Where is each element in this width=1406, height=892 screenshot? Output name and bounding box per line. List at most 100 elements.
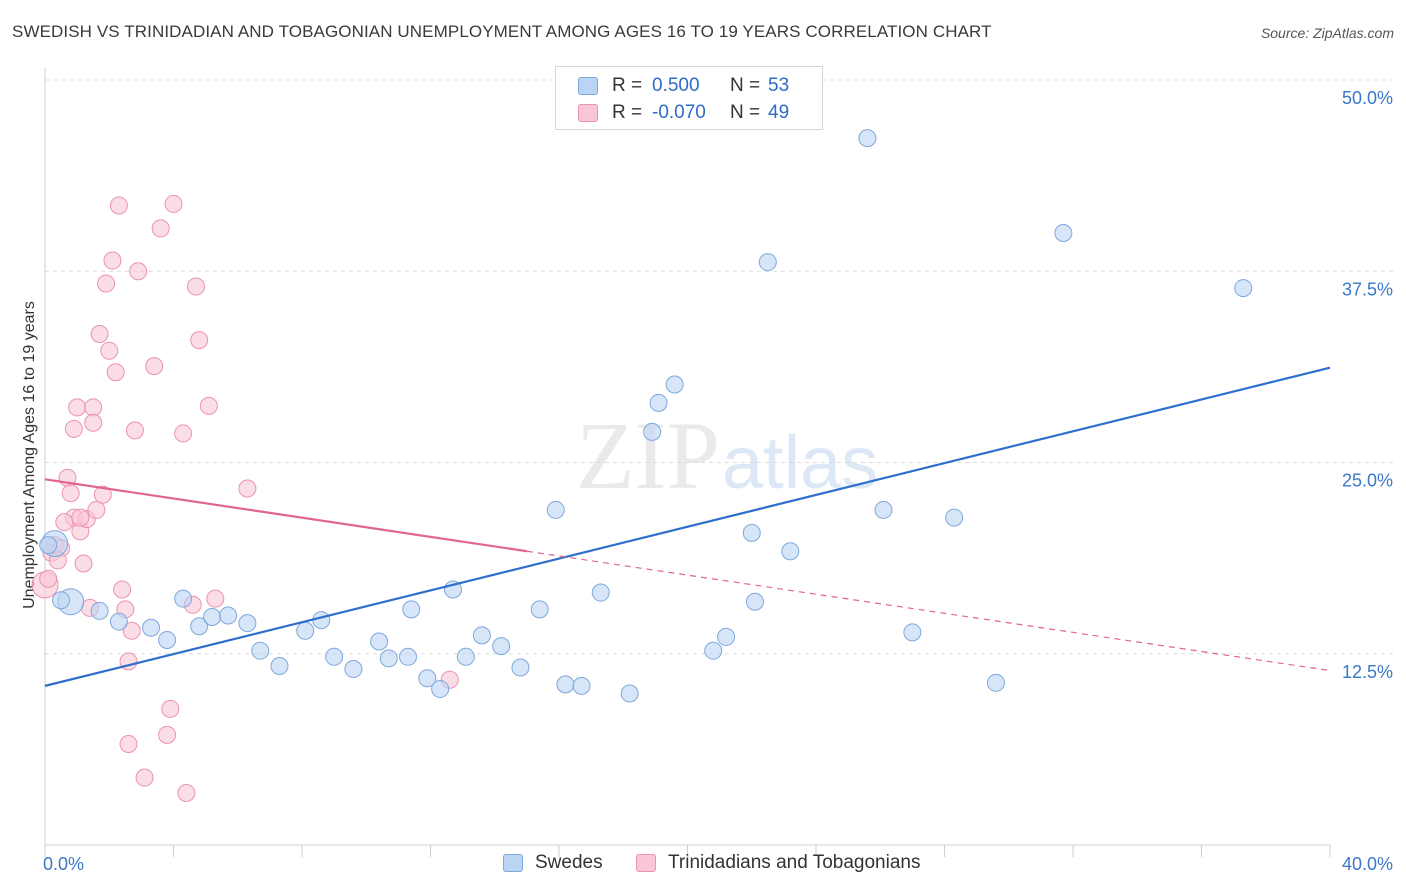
trini-point	[135, 768, 154, 787]
trini-swatch-icon	[578, 104, 598, 122]
legend-row-trini: R = -0.070 N = 49	[578, 100, 789, 126]
swede-point	[665, 375, 684, 394]
tick-labels: 12.5% 25.0% 37.5% 50.0% 0.0% 40.0%	[43, 88, 1393, 874]
series-legend: Swedes Trinidadians and Tobagonians	[0, 852, 1406, 876]
trini-point	[145, 357, 164, 376]
swede-point	[472, 626, 491, 645]
swede-point	[591, 583, 610, 602]
trini-legend-icon	[636, 854, 656, 872]
y-tick-label: 37.5%	[1342, 279, 1393, 299]
swede-point	[758, 253, 777, 272]
trini-point	[122, 621, 141, 640]
swede-point	[418, 669, 437, 688]
chart-title: SWEDISH VS TRINIDADIAN AND TOBAGONIAN UN…	[12, 22, 992, 41]
swede-point	[492, 637, 511, 656]
swede-point	[379, 649, 398, 668]
swede-point	[312, 611, 331, 630]
swede-point	[511, 658, 530, 677]
swede-point	[945, 508, 964, 527]
swede-point	[325, 647, 344, 666]
swede-point	[142, 618, 161, 637]
swede-point	[742, 523, 761, 542]
swede-point	[986, 673, 1005, 692]
legend-label-trini: Trinidadians and Tobagonians	[668, 852, 921, 873]
swede-point	[344, 660, 363, 679]
trini-point	[64, 419, 83, 438]
trini-point	[119, 735, 138, 754]
swede-point	[1054, 224, 1073, 242]
trini-point	[206, 589, 225, 608]
r-value: 0.500	[652, 75, 700, 96]
swede-point	[620, 684, 639, 703]
trini-point	[100, 341, 119, 360]
swede-point	[402, 600, 421, 619]
swede-point	[90, 601, 109, 620]
trini-points	[31, 194, 459, 802]
trini-point	[190, 331, 209, 350]
trini-point	[87, 500, 106, 519]
trini-trend-line	[44, 478, 528, 553]
legend-label-swedes: Swedes	[535, 852, 603, 873]
swede-point	[1234, 279, 1253, 298]
trini-point	[199, 396, 218, 415]
correlation-legend: R = 0.500 N = 53 R = -0.070 N = 49	[555, 66, 823, 130]
swede-point	[874, 500, 893, 519]
y-tick-label: 12.5%	[1342, 662, 1393, 682]
trini-point	[177, 783, 196, 802]
trini-point	[74, 554, 93, 573]
trini-point	[84, 413, 103, 432]
trini-point	[68, 398, 87, 417]
y-tick-label: 25.0%	[1342, 471, 1393, 491]
swede-point	[270, 656, 289, 675]
x-tick-label: 40.0%	[1342, 854, 1393, 874]
trini-point	[174, 424, 193, 443]
trini-point	[164, 194, 183, 213]
trini-point	[151, 219, 170, 238]
swede-point	[556, 675, 575, 694]
n-label: N =	[730, 102, 761, 123]
trini-point	[55, 513, 74, 532]
trini-point	[71, 508, 90, 527]
n-label: N =	[730, 75, 761, 96]
r-label: R =	[612, 102, 643, 123]
trend-lines	[44, 366, 1331, 687]
swede-points	[39, 72, 1253, 703]
legend-item-trini: Trinidadians and Tobagonians	[636, 852, 920, 874]
x-tick-label: 0.0%	[43, 854, 84, 874]
swede-point	[158, 630, 177, 649]
trini-point	[84, 398, 103, 417]
trini-point	[93, 485, 112, 504]
trini-point	[186, 277, 205, 296]
n-value: 53	[768, 75, 790, 96]
trini-point	[109, 196, 128, 215]
trini-point	[113, 580, 132, 599]
legend-item-swedes: Swedes	[503, 852, 603, 874]
watermark-atlas: atlas	[722, 421, 878, 504]
swede-point	[649, 393, 668, 412]
swede-point	[431, 679, 450, 698]
legend-row-swedes: R = 0.500 N = 53	[578, 73, 789, 99]
swede-point	[781, 542, 800, 561]
swede-point	[109, 612, 128, 631]
swede-point	[399, 647, 418, 666]
trini-point	[161, 699, 180, 718]
r-label: R =	[612, 75, 643, 96]
swede-point	[251, 641, 270, 660]
swede-point	[546, 500, 565, 519]
trini-point	[125, 421, 144, 440]
swedes-legend-icon	[503, 854, 523, 872]
swede-point	[219, 606, 238, 625]
axes	[44, 68, 1331, 857]
y-tick-label: 50.0%	[1342, 88, 1393, 108]
r-value: -0.070	[652, 102, 706, 123]
trini-point	[106, 363, 125, 382]
source-credit: Source: ZipAtlas.com	[1260, 25, 1394, 41]
swede-point	[370, 632, 389, 651]
swede-point	[704, 641, 723, 660]
swede-point	[39, 536, 58, 555]
trini-point	[158, 725, 177, 744]
trini-point	[39, 569, 58, 588]
trini-point	[129, 262, 148, 281]
n-value: 49	[768, 102, 790, 123]
